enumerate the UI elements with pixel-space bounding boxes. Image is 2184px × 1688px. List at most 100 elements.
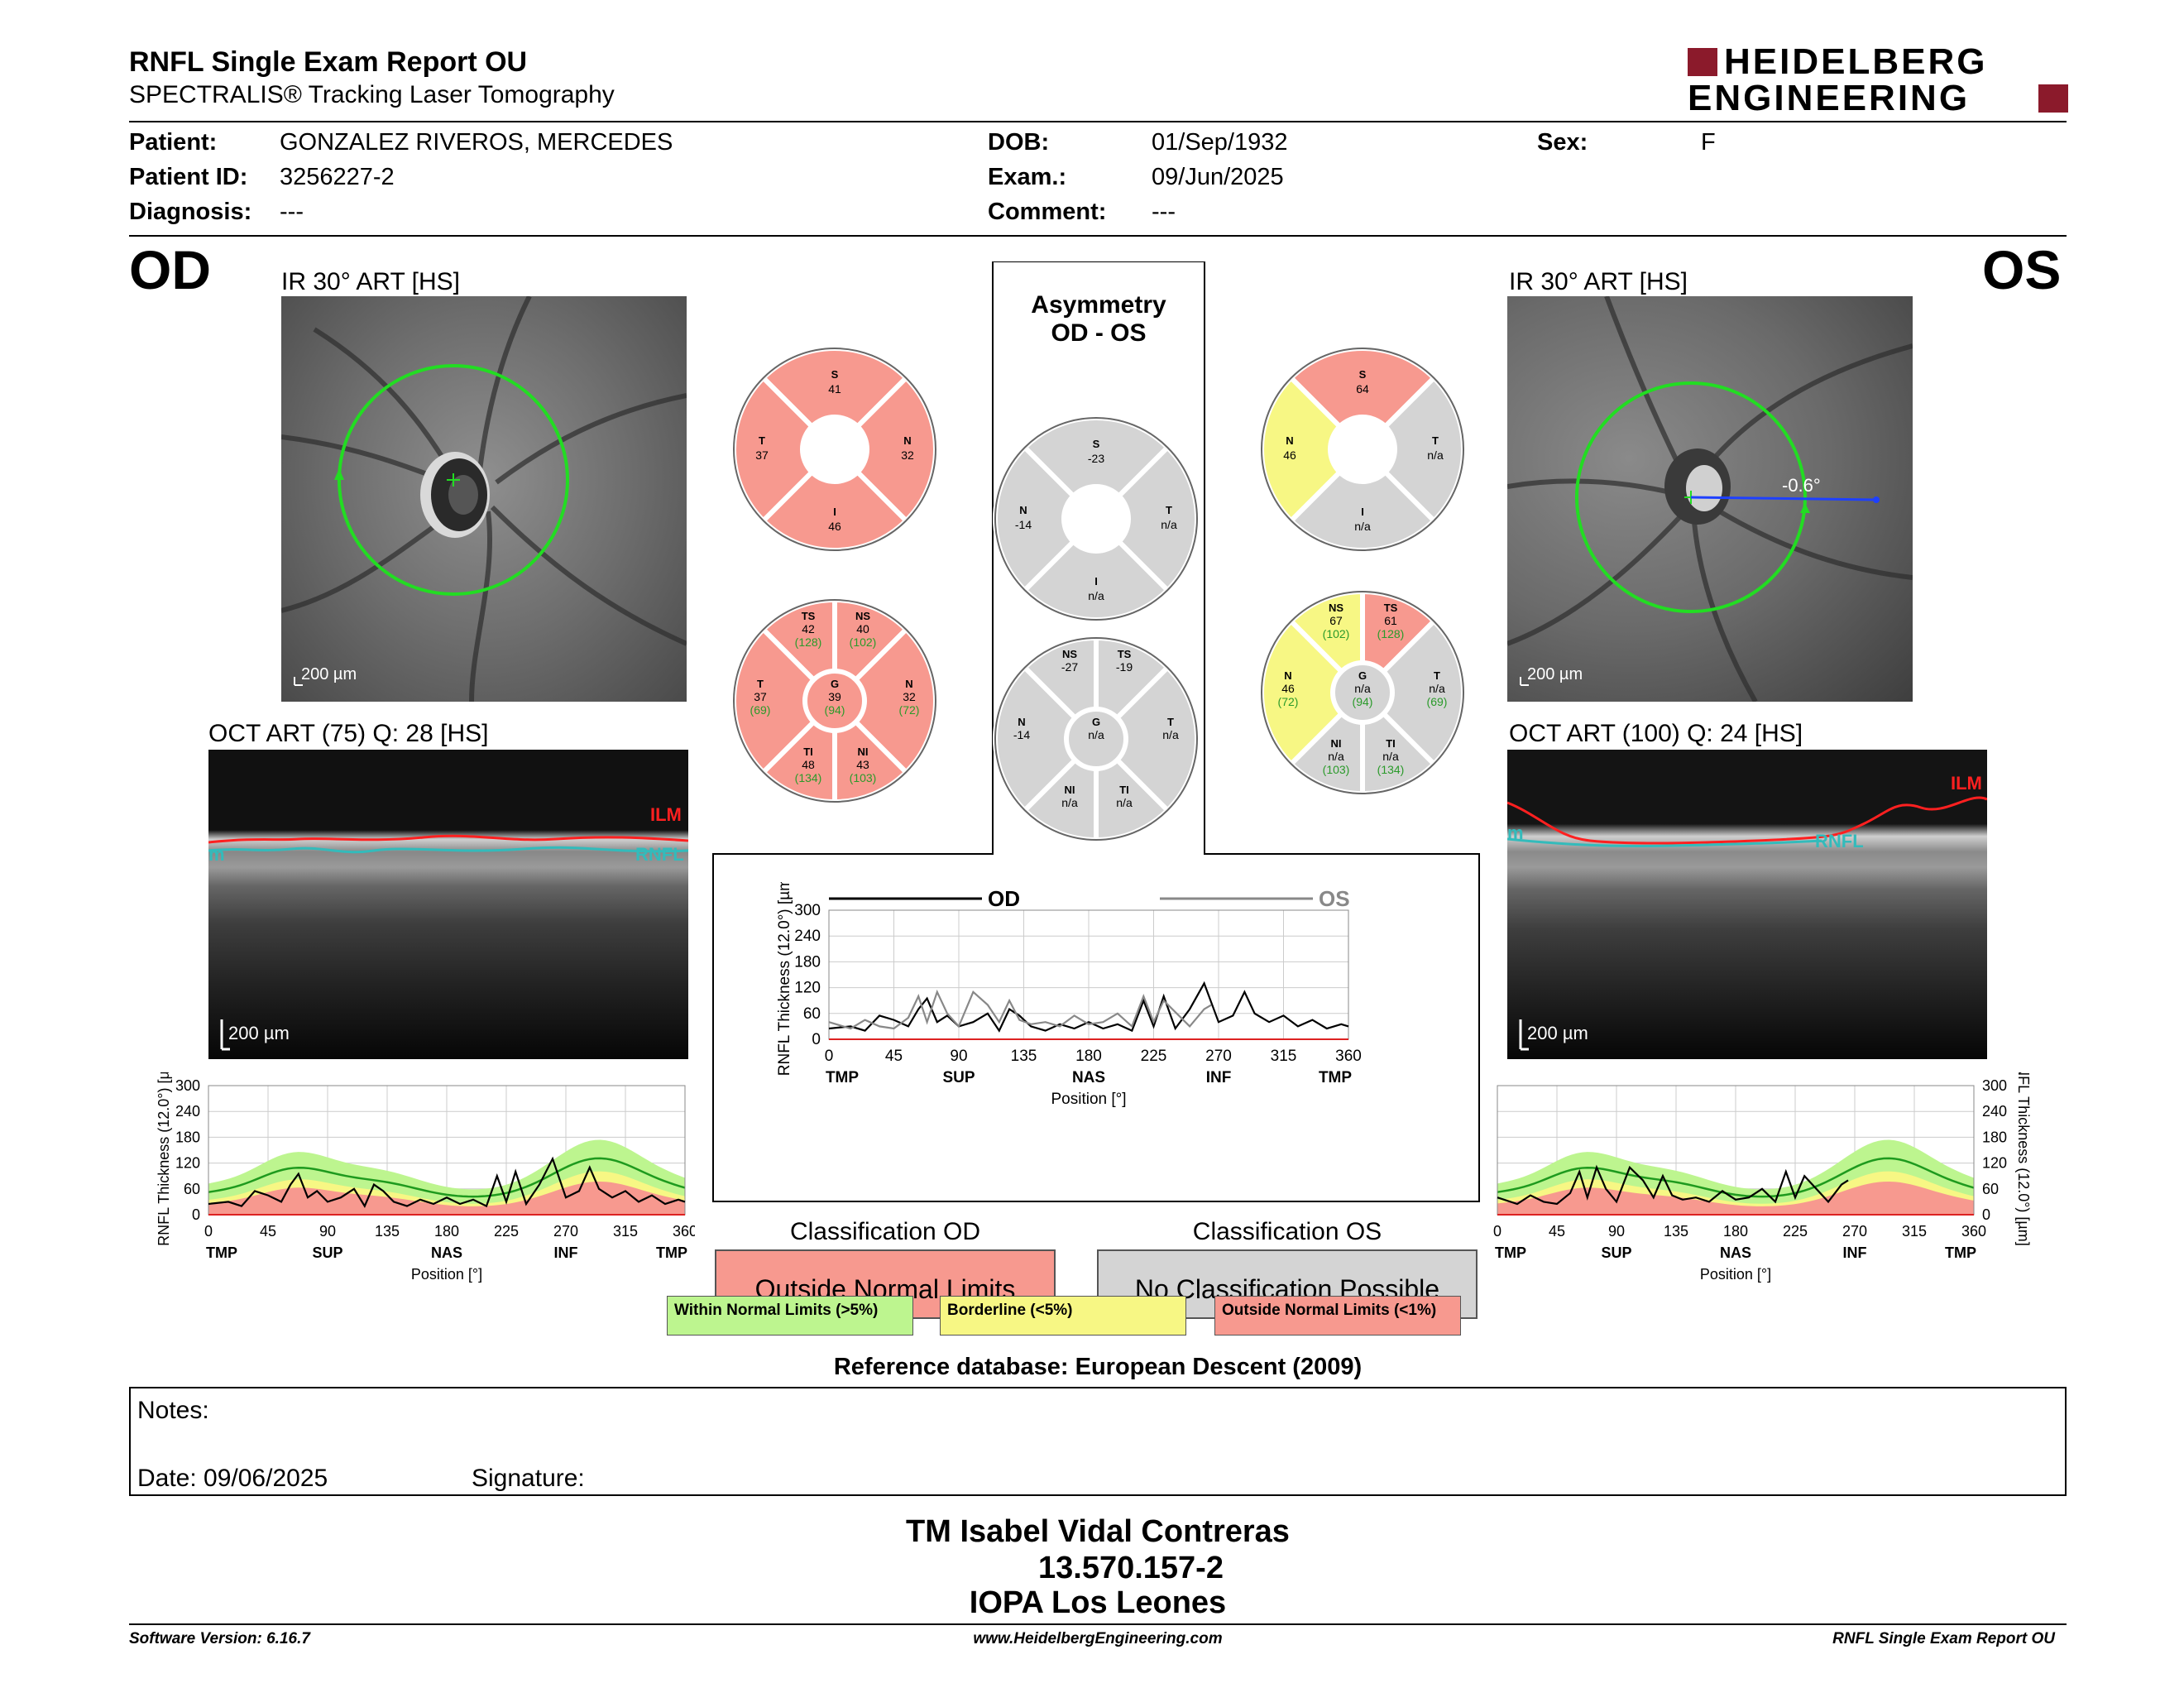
pie-label-ns: NS bbox=[1329, 602, 1343, 614]
pie-ref-ni: (103) bbox=[850, 771, 877, 784]
report-title: RNFL Single Exam Report OU bbox=[129, 46, 528, 78]
y-tick-label: 180 bbox=[175, 1129, 200, 1145]
pie-label-n: N bbox=[1018, 716, 1025, 728]
os-oct-bscan: ILM RNFL m 200 µm bbox=[1507, 750, 1987, 1059]
pie-ref-g: (94) bbox=[1353, 695, 1373, 708]
pie-value-i: 46 bbox=[828, 520, 841, 533]
y-tick-label: 180 bbox=[1982, 1129, 2007, 1145]
os-rnfl-label: RNFL bbox=[1815, 831, 1864, 851]
pie-value-t: n/a bbox=[1161, 518, 1177, 531]
sector-label: NAS bbox=[431, 1244, 462, 1261]
sector-label: INF bbox=[1206, 1069, 1232, 1086]
x-axis-label: Position [°] bbox=[1700, 1266, 1771, 1283]
classification-od-title: Classification OD bbox=[789, 1218, 981, 1245]
os-ir-scale: 200 µm bbox=[1527, 665, 1583, 683]
x-tick-label: 360 bbox=[1961, 1223, 1986, 1240]
pie-value-ti: n/a bbox=[1382, 750, 1399, 763]
pie-label-ts: TS bbox=[1384, 602, 1398, 614]
pie-value-t: n/a bbox=[1429, 682, 1445, 695]
y-tick-label: 60 bbox=[803, 1005, 821, 1023]
x-tick-label: 135 bbox=[1664, 1223, 1688, 1240]
y-tick-label: 60 bbox=[184, 1181, 200, 1197]
pie-value-g: n/a bbox=[1354, 682, 1371, 695]
od-ilm-label: ILM bbox=[650, 804, 682, 825]
od-ir-scale: 200 µm bbox=[301, 665, 357, 683]
sex-label: Sex: bbox=[1537, 129, 1588, 156]
patient-id-value: 3256227-2 bbox=[280, 164, 395, 190]
x-tick-label: 315 bbox=[1271, 1048, 1297, 1065]
y-tick-label: 300 bbox=[794, 902, 821, 919]
pie-ref-ts: (128) bbox=[795, 635, 822, 649]
report-subtitle: SPECTRALIS® Tracking Laser Tomography bbox=[129, 81, 615, 108]
x-tick-label: 180 bbox=[1723, 1223, 1748, 1240]
pie-value-t: n/a bbox=[1162, 728, 1179, 741]
comment-value: --- bbox=[1152, 199, 1176, 225]
comment-label: Comment: bbox=[988, 199, 1107, 225]
pie-value-t: n/a bbox=[1427, 448, 1444, 462]
pie-label-ni: NI bbox=[858, 746, 869, 758]
os-oct-label: OCT ART (100) Q: 24 [HS] bbox=[1509, 720, 1803, 747]
software-version: Software Version: 6.16.7 bbox=[129, 1630, 310, 1647]
classification-os-title: Classification OS bbox=[1192, 1218, 1382, 1245]
os-scan-start-marker bbox=[1800, 503, 1810, 513]
pie-value-n: -14 bbox=[1013, 728, 1030, 741]
sector-label: NAS bbox=[1720, 1244, 1751, 1261]
pie-sector-g bbox=[1064, 707, 1128, 771]
pie-label-ni: NI bbox=[1065, 784, 1075, 796]
pie-label-i: I bbox=[833, 506, 836, 518]
pie-value-s: -23 bbox=[1088, 452, 1104, 465]
pie-label-ns: NS bbox=[1062, 648, 1077, 660]
exam-label: Exam.: bbox=[988, 164, 1067, 190]
pie-value-ti: n/a bbox=[1116, 796, 1133, 809]
od-oct-bscan: ILM RNFL m 200 µm bbox=[208, 750, 688, 1059]
logo-text-2: ENGINEERING bbox=[1688, 78, 1971, 118]
pie-value-n: 32 bbox=[901, 448, 914, 462]
pie-label-n: N bbox=[905, 678, 912, 690]
y-tick-label: 240 bbox=[794, 928, 821, 945]
pie-value-g: n/a bbox=[1088, 728, 1104, 741]
x-tick-label: 360 bbox=[1335, 1048, 1362, 1065]
norm-band-outside bbox=[208, 1181, 685, 1215]
pie-ref-n: (72) bbox=[1278, 695, 1299, 708]
pie-value-n: -14 bbox=[1015, 518, 1032, 531]
pie-value-g: 39 bbox=[828, 690, 841, 703]
notes-date: Date: 09/06/2025 bbox=[137, 1465, 328, 1492]
asym-sector-pie-4: S -23 Tn/a In/a N -14 bbox=[993, 415, 1200, 622]
od-rnfl-left-label: m bbox=[208, 844, 225, 865]
legend-os: OS bbox=[1319, 886, 1350, 911]
x-tick-label: 90 bbox=[319, 1223, 336, 1240]
y-tick-label: 0 bbox=[812, 1031, 821, 1048]
sector-label: NAS bbox=[1072, 1069, 1105, 1086]
pie-ref-g: (94) bbox=[825, 703, 845, 717]
notes-label: Notes: bbox=[137, 1397, 209, 1424]
od-ir-label: IR 30° ART [HS] bbox=[281, 268, 460, 295]
sector-label: INF bbox=[1843, 1244, 1867, 1261]
sector-label: TMP bbox=[1319, 1069, 1352, 1086]
x-tick-label: 315 bbox=[1902, 1223, 1927, 1240]
od-oct-scale: 200 µm bbox=[228, 1023, 290, 1043]
sector-label: TMP bbox=[206, 1244, 237, 1261]
pie-ref-t: (69) bbox=[1427, 695, 1448, 708]
x-tick-label: 225 bbox=[1141, 1048, 1167, 1065]
pie-sector-g bbox=[802, 669, 867, 733]
pie-value-ns: -27 bbox=[1061, 660, 1078, 674]
x-tick-label: 135 bbox=[1011, 1048, 1037, 1065]
y-tick-label: 300 bbox=[175, 1077, 200, 1094]
pie-value-s: 41 bbox=[828, 382, 841, 396]
patient-label: Patient: bbox=[129, 129, 218, 156]
pie-label-n: N bbox=[1284, 669, 1291, 682]
pie-label-g: G bbox=[831, 678, 839, 690]
x-tick-label: 315 bbox=[613, 1223, 638, 1240]
pie-value-s: 64 bbox=[1356, 382, 1369, 396]
y-tick-label: 60 bbox=[1982, 1181, 1999, 1197]
os-scan-circle bbox=[1575, 381, 1807, 613]
legend-outside: Outside Normal Limits (<1%) bbox=[1214, 1296, 1461, 1336]
pie-label-n: N bbox=[1286, 434, 1293, 447]
dob-label: DOB: bbox=[988, 129, 1050, 156]
y-axis-label: RNFL Thickness (12.0°) [µm] bbox=[776, 882, 793, 1076]
footer-url: www.HeidelbergEngineering.com bbox=[973, 1630, 1223, 1647]
pie-label-i: I bbox=[1094, 575, 1098, 587]
sector-label: TMP bbox=[1495, 1244, 1526, 1261]
